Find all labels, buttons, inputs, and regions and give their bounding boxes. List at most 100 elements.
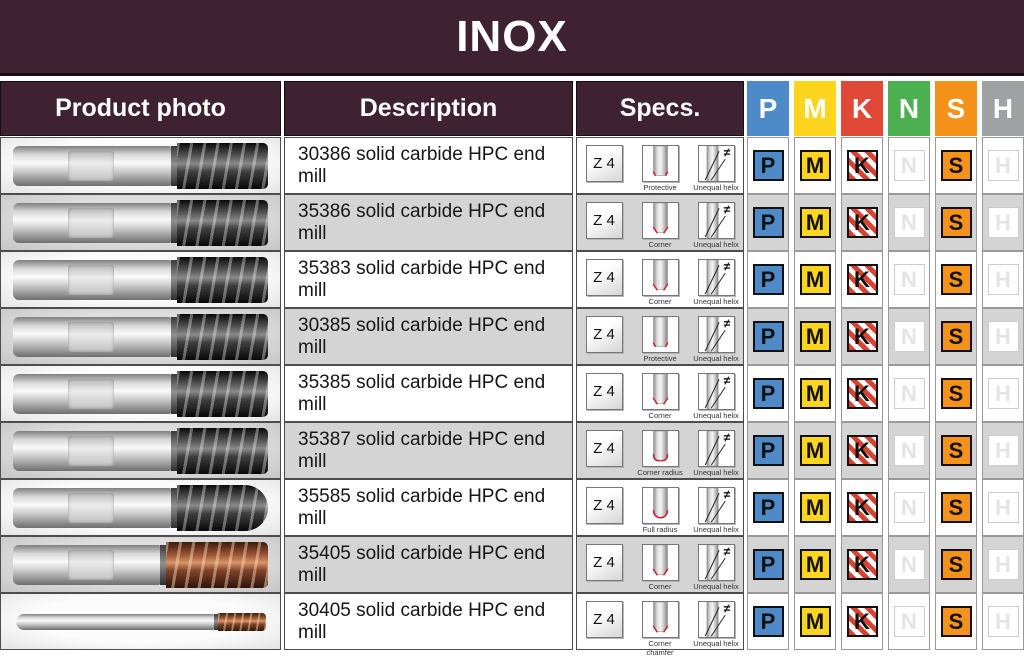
helix-column: ≠ Unequal helix: [692, 316, 740, 364]
end-mill-photo: [13, 142, 268, 189]
tool-weldon-flat: [68, 150, 114, 181]
product-specs: Z 4: [576, 422, 744, 479]
not-equal-symbol: ≠: [723, 488, 730, 502]
material-badge-cell-h: H: [982, 308, 1024, 365]
tool-shank: [13, 259, 171, 300]
material-badge-cell-p: P: [747, 593, 789, 650]
material-badge-cell-h: H: [982, 479, 1024, 536]
tool-neck: [171, 430, 177, 471]
profile-column: Corner radius: [636, 430, 684, 478]
helix-column: ≠ Unequal helix: [692, 487, 740, 535]
material-badge-m: M: [799, 207, 831, 238]
material-badge-m: M: [799, 150, 831, 181]
flute-count-icon: Z 4: [585, 544, 623, 581]
material-class-header-s: S: [935, 81, 977, 136]
material-badge-p: P: [752, 264, 784, 295]
corner-profile-label: Corner radius: [637, 468, 683, 477]
material-badge-p: P: [752, 435, 784, 466]
material-badge-cell-n: N: [888, 536, 930, 593]
product-photo-cell: [0, 422, 281, 479]
end-mill-photo: [13, 599, 268, 645]
material-badge-cell-k: K: [841, 308, 883, 365]
material-badge-cell-n: N: [888, 422, 930, 479]
material-badge-cell-h: H: [982, 137, 1024, 194]
table-row: 35386 solid carbide HPC end mill Z 4: [0, 194, 1024, 258]
material-badge-s: S: [940, 207, 972, 238]
unequal-helix-icon: ≠: [697, 202, 735, 239]
material-badge-p: P: [752, 150, 784, 181]
material-badge-p: P: [752, 492, 784, 523]
corner-profile-label: Corner chamfer: [646, 639, 674, 657]
material-badge-cell-s: S: [935, 479, 977, 536]
table-row: 35385 solid carbide HPC end mill Z 4: [0, 365, 1024, 429]
material-badge-cell-s: S: [935, 593, 977, 650]
profile-column: Corner chamfer: [636, 202, 684, 258]
not-equal-symbol: ≠: [723, 602, 730, 616]
tool-shank: [13, 373, 171, 414]
material-class-header-n: N: [888, 81, 930, 136]
helix-column: ≠ Unequal helix: [692, 430, 740, 478]
description-text: 30386 solid carbide HPC end mill: [298, 143, 546, 187]
product-photo-cell: [0, 536, 281, 593]
unequal-helix-icon: ≠: [697, 487, 735, 524]
end-mill-photo: [13, 370, 268, 417]
unequal-helix-icon: ≠: [697, 145, 735, 182]
tool-neck: [171, 373, 177, 414]
material-badge-h: H: [987, 150, 1019, 181]
material-badge-cell-k: K: [841, 593, 883, 650]
material-badge-s: S: [940, 435, 972, 466]
profile-column: Protective chamfer: [636, 145, 684, 201]
corner-profile-icon: [641, 430, 679, 467]
not-equal-symbol: ≠: [723, 374, 730, 388]
material-badge-p: P: [752, 606, 784, 637]
tool-flutes: [177, 484, 268, 531]
tool-neck: [171, 259, 177, 300]
material-badge-k: K: [846, 549, 878, 580]
material-class-header-k: K: [841, 81, 883, 136]
product-specs: Z 4: [576, 479, 744, 536]
unequal-helix-icon: ≠: [697, 373, 735, 410]
material-badge-s: S: [940, 150, 972, 181]
corner-profile-label: Full radius: [642, 525, 678, 534]
helix-label: Unequal helix: [693, 525, 739, 534]
material-badge-cell-s: S: [935, 194, 977, 251]
material-badge-k: K: [846, 492, 878, 523]
helix-column: ≠ Unequal helix: [692, 601, 740, 649]
title-bar: INOX: [0, 0, 1024, 76]
flute-count-column: Z 4: [580, 145, 628, 193]
description-text: 30405 solid carbide HPC end mill: [298, 599, 546, 643]
end-mill-photo: [13, 256, 268, 303]
unequal-helix-icon: ≠: [697, 430, 735, 467]
corner-profile-icon: [641, 601, 679, 638]
material-badge-cell-k: K: [841, 194, 883, 251]
material-badge-k: K: [846, 435, 878, 466]
tool-shank: [13, 316, 171, 357]
material-badge-cell-n: N: [888, 194, 930, 251]
flute-count-icon: Z 4: [585, 202, 623, 239]
product-description: 30386 solid carbide HPC end mill: [284, 137, 573, 194]
material-badge-cell-k: K: [841, 365, 883, 422]
helix-label: Unequal helix: [693, 582, 739, 591]
flute-count-column: Z 4: [580, 544, 628, 592]
material-badge-p: P: [752, 549, 784, 580]
material-badge-s: S: [940, 378, 972, 409]
material-badge-cell-k: K: [841, 251, 883, 308]
tool-neck: [171, 316, 177, 357]
product-photo-cell: [0, 365, 281, 422]
product-description: 35385 solid carbide HPC end mill: [284, 365, 573, 422]
material-badge-h: H: [987, 606, 1019, 637]
material-badge-n: N: [893, 264, 925, 295]
material-badge-cell-p: P: [747, 308, 789, 365]
profile-column: Full radius: [636, 487, 684, 535]
flute-count-icon: Z 4: [585, 316, 623, 353]
material-badge-cell-h: H: [982, 422, 1024, 479]
material-badge-cell-m: M: [794, 422, 836, 479]
tool-neck: [159, 544, 166, 585]
helix-label: Unequal helix: [693, 297, 739, 306]
tool-shank: [13, 487, 171, 528]
material-badge-m: M: [799, 321, 831, 352]
product-description: 30385 solid carbide HPC end mill: [284, 308, 573, 365]
